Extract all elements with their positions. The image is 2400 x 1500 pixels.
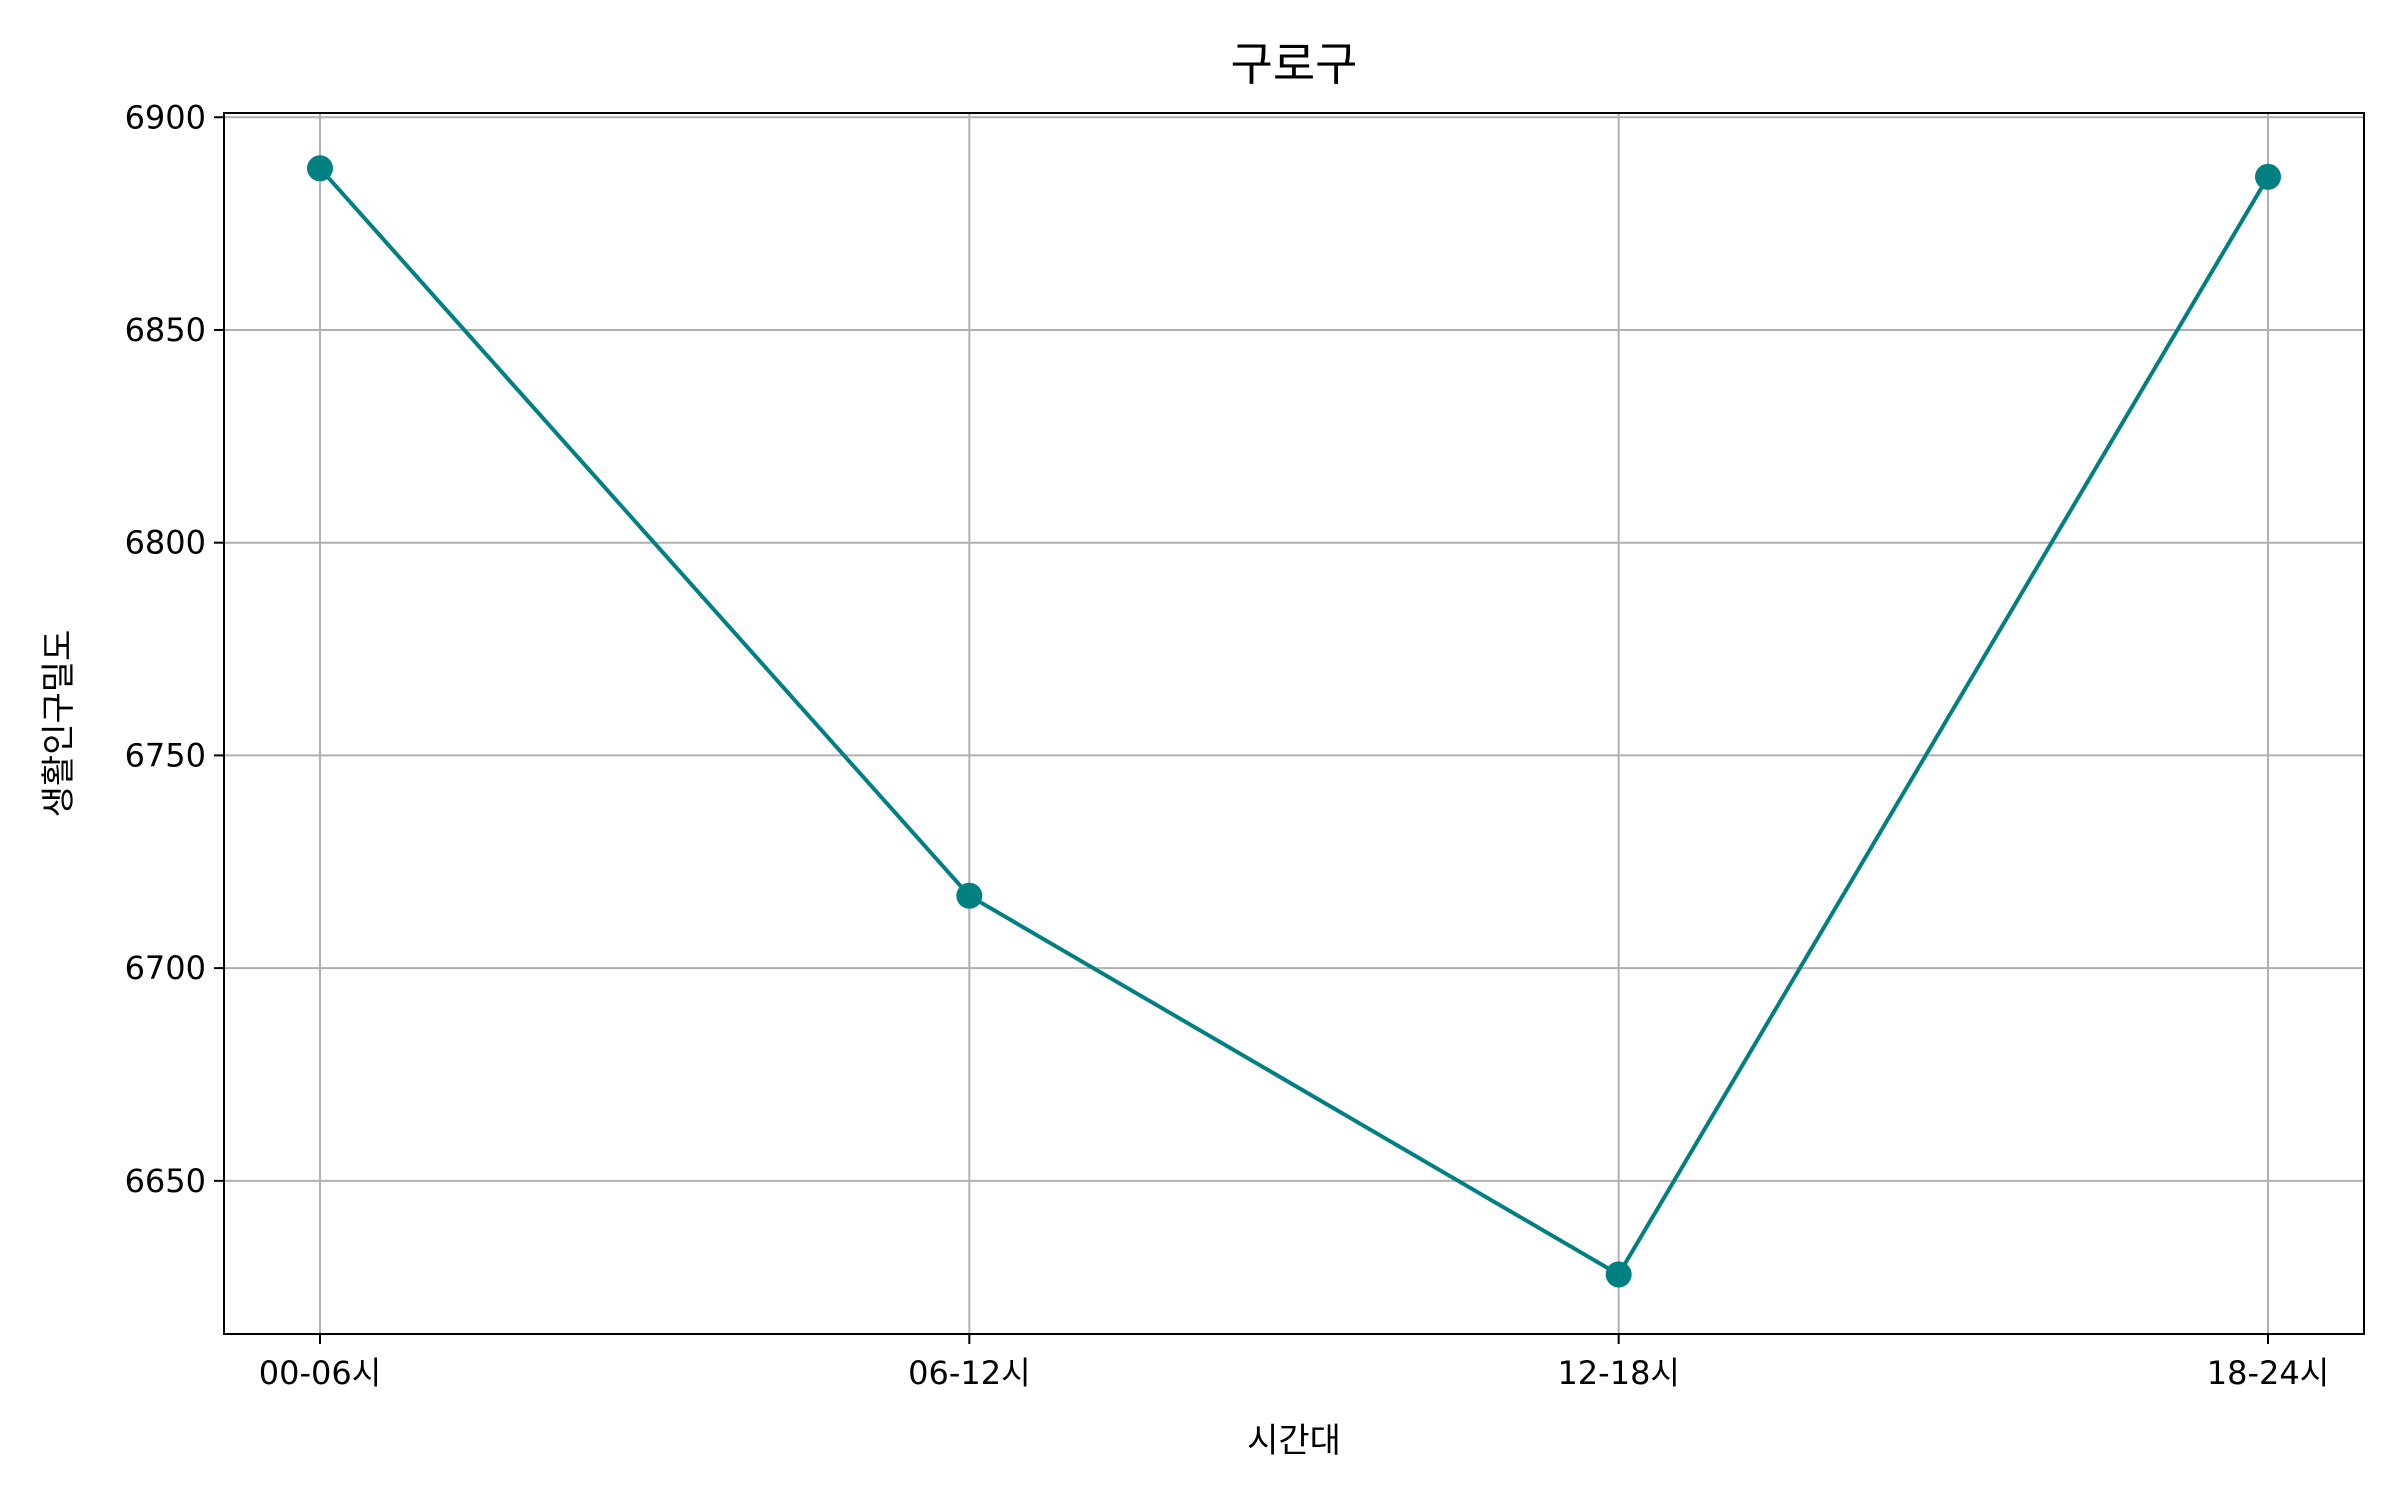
- y-tick-label: 6900: [125, 98, 206, 136]
- chart-title: 구로구: [1231, 37, 1358, 91]
- series-layer: [307, 155, 2281, 1288]
- axes: 00-06시 06-12시 12-18시 18-24시 6650 6700 6750 6800…: [125, 98, 2330, 1392]
- data-point: [1605, 1261, 1632, 1288]
- y-tick-label: 6800: [125, 524, 206, 562]
- grid: [224, 113, 2364, 1334]
- x-tick-label: 18-24시: [2207, 1354, 2329, 1392]
- plot-area-frame: [223, 112, 2365, 1335]
- data-point: [307, 155, 333, 182]
- data-point: [2255, 163, 2281, 190]
- y-tick-label: 6650: [125, 1162, 206, 1200]
- y-axis-label: 생활인구밀도: [39, 630, 79, 818]
- y-tick-label: 6850: [125, 311, 206, 349]
- series-line: [318, 166, 2270, 1277]
- x-tick-label: 06-12시: [908, 1354, 1030, 1392]
- y-tick-label: 6750: [125, 736, 206, 774]
- data-point: [956, 882, 983, 909]
- x-tick-label: 12-18시: [1557, 1354, 1679, 1392]
- y-tick-label: 6700: [125, 949, 206, 987]
- x-tick-label: 00-06시: [259, 1354, 381, 1392]
- x-axis-label: 시간대: [1247, 1421, 1341, 1461]
